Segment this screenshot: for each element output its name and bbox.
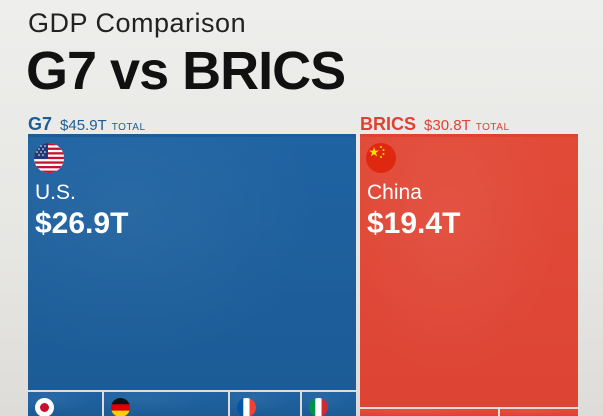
china-value-label: $19.4T (367, 207, 461, 240)
page-title: G7 vs BRICS (26, 41, 346, 101)
g7-total-label: TOTAL (111, 122, 146, 133)
treemap-cell-japan (28, 392, 102, 416)
china-flag-icon (366, 143, 396, 173)
china-country-label: China (367, 181, 422, 204)
g7-rule (28, 134, 356, 137)
france-flag-icon (237, 398, 256, 416)
brics-rule (360, 134, 578, 137)
italy-flag-icon (309, 398, 328, 416)
subtitle: GDP Comparison (28, 8, 247, 38)
g7-group-header: G7 $45.9T TOTAL (28, 114, 146, 136)
treemap-cell-france (230, 392, 300, 416)
us-country-label: U.S. (35, 181, 76, 204)
treemap-cell-brics-3 (500, 409, 578, 416)
treemap-cell-china: China $19.4T (360, 137, 578, 407)
us-value-label: $26.9T (35, 207, 129, 240)
g7-group-name: G7 (28, 114, 53, 134)
brics-total-value: $30.8T (424, 117, 471, 134)
brics-group-header: BRICS $30.8T TOTAL (360, 114, 510, 136)
brics-group-name: BRICS (360, 114, 417, 134)
g7-total-value: $45.9T (60, 117, 107, 134)
us-flag-icon (34, 143, 64, 173)
treemap-cell-us: U.S. $26.9T (28, 137, 356, 390)
brics-total-label: TOTAL (475, 122, 510, 133)
germany-flag-icon (111, 398, 130, 416)
treemap-cell-germany (104, 392, 228, 416)
japan-flag-icon (35, 398, 54, 416)
treemap-cell-italy (302, 392, 356, 416)
treemap-cell-brics-2 (360, 409, 498, 416)
